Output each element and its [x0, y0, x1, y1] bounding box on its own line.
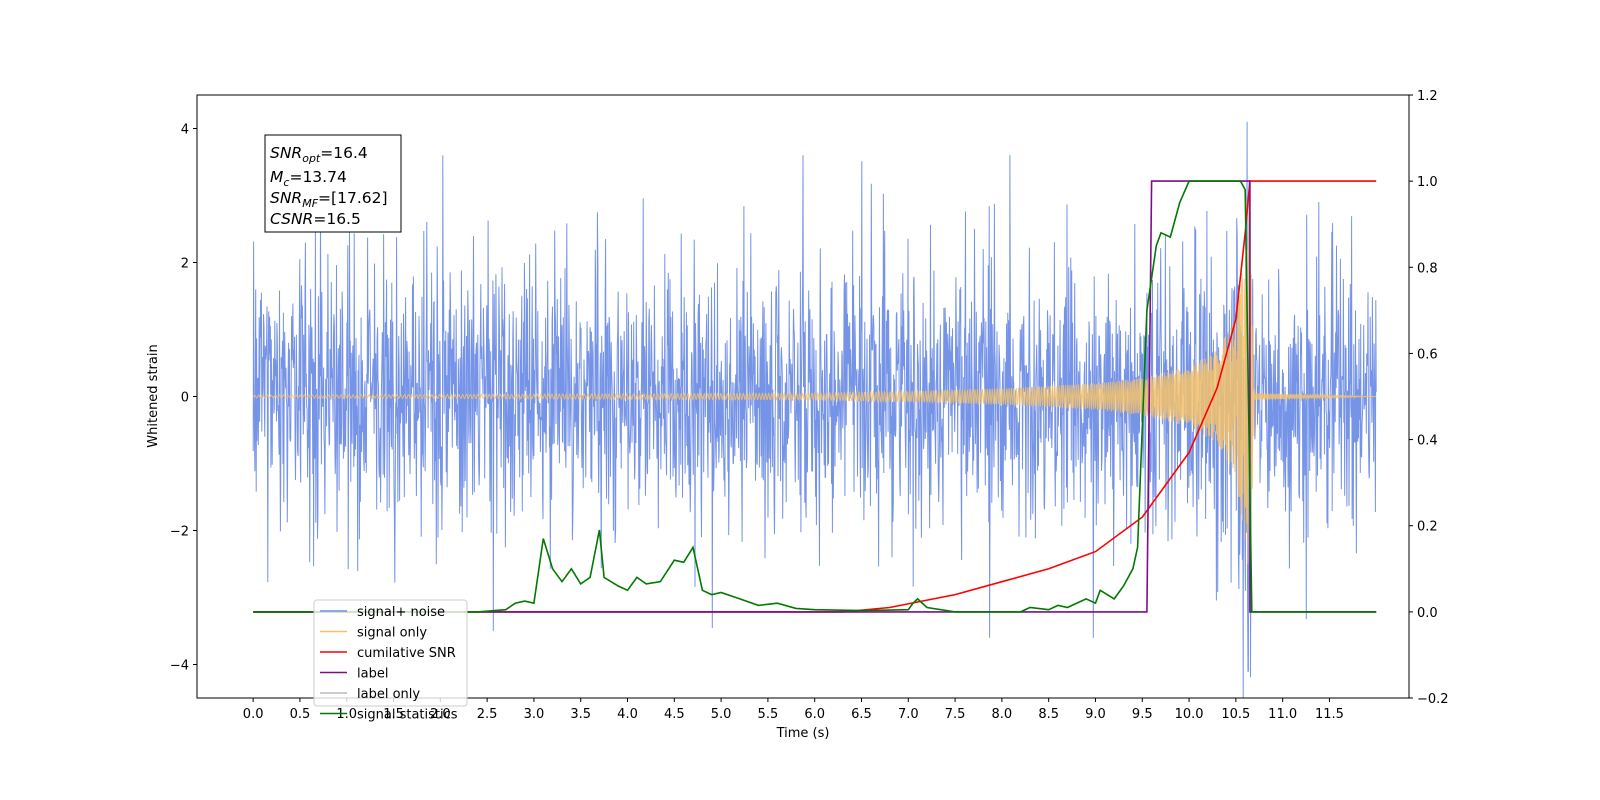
x-tick-label: 8.0: [992, 707, 1013, 722]
x-tick-label: 3.5: [570, 707, 591, 722]
y-tick-label: −4: [170, 659, 189, 674]
x-tick-label: 2.0: [430, 707, 451, 722]
x-tick-label: 0.5: [290, 707, 311, 722]
y-axis-right: −0.2 0.0 0.2 0.4 0.6 0.8 1.0 1.2: [1409, 89, 1449, 707]
x-tick-label: 4.0: [617, 707, 638, 722]
annotation-snr-mf: SNRMF=[17.62]: [270, 189, 388, 210]
x-tick-label: 11.0: [1268, 707, 1297, 722]
x-tick-label: 3.0: [524, 707, 545, 722]
y-tick-label: −2: [170, 525, 189, 540]
x-tick-label: 10.5: [1221, 707, 1250, 722]
x-tick-label: 9.0: [1085, 707, 1106, 722]
y-axis-title: Whitened strain: [146, 344, 161, 447]
legend-label: signal+ noise: [357, 605, 445, 620]
y2-tick-label: 0.6: [1417, 347, 1438, 362]
y-tick-label: 2: [181, 257, 189, 272]
x-tick-label: 0.0: [243, 707, 264, 722]
x-tick-label: 7.0: [898, 707, 919, 722]
y2-tick-label: 1.0: [1417, 175, 1438, 190]
y2-tick-label: 0.8: [1417, 261, 1438, 276]
x-axis-title: Time (s): [776, 726, 830, 741]
x-tick-label: 7.5: [945, 707, 966, 722]
series-cumilative-snr: [253, 180, 1377, 613]
x-tick-label: 1.0: [336, 707, 357, 722]
y-tick-label: 4: [181, 123, 189, 138]
legend-label: cumilative SNR: [357, 646, 456, 661]
x-tick-label: 6.0: [804, 707, 825, 722]
x-tick-label: 8.5: [1038, 707, 1059, 722]
legend: signal+ noise signal only cumilative SNR la…: [313, 599, 468, 723]
y-axis-left: −4 −2 0 2 4: [170, 123, 197, 674]
y-tick-label: 0: [181, 391, 189, 406]
series-signal-statistics: [253, 180, 1377, 613]
y2-tick-label: 0.2: [1417, 520, 1438, 535]
x-axis: 0.0 0.5 1.0 1.5 2.0 2.5 3.0 3.5 4.0 4.5 5.0 5.5 6.0 6…: [243, 698, 1344, 722]
legend-label: label only: [357, 687, 420, 702]
legend-label: signal statistics: [357, 708, 458, 723]
series-signal-only: [252, 182, 1377, 571]
y2-tick-label: 0.0: [1417, 606, 1438, 621]
y2-tick-label: −0.2: [1417, 692, 1449, 707]
annotation-snr-opt: SNRopt=16.4: [270, 144, 368, 165]
x-tick-label: 2.5: [477, 707, 498, 722]
y2-tick-label: 0.4: [1417, 434, 1438, 449]
legend-label: label: [357, 667, 388, 682]
x-tick-label: 9.5: [1132, 707, 1153, 722]
annotation-mc: Mc=13.74: [270, 168, 347, 189]
y2-tick-label: 1.2: [1417, 89, 1438, 104]
legend-label: signal only: [357, 626, 427, 641]
x-tick-label: 5.5: [758, 707, 779, 722]
x-tick-label: 11.5: [1315, 707, 1344, 722]
x-tick-label: 10.0: [1175, 707, 1204, 722]
annotation-box: SNRopt=16.4 Mc=13.74 SNRMF=[17.62] CSNR=…: [264, 134, 402, 233]
x-tick-label: 4.5: [664, 707, 685, 722]
annotation-csnr: CSNR=16.5: [270, 210, 361, 228]
x-tick-label: 1.5: [383, 707, 404, 722]
x-tick-label: 5.0: [711, 707, 732, 722]
x-tick-label: 6.5: [851, 707, 872, 722]
